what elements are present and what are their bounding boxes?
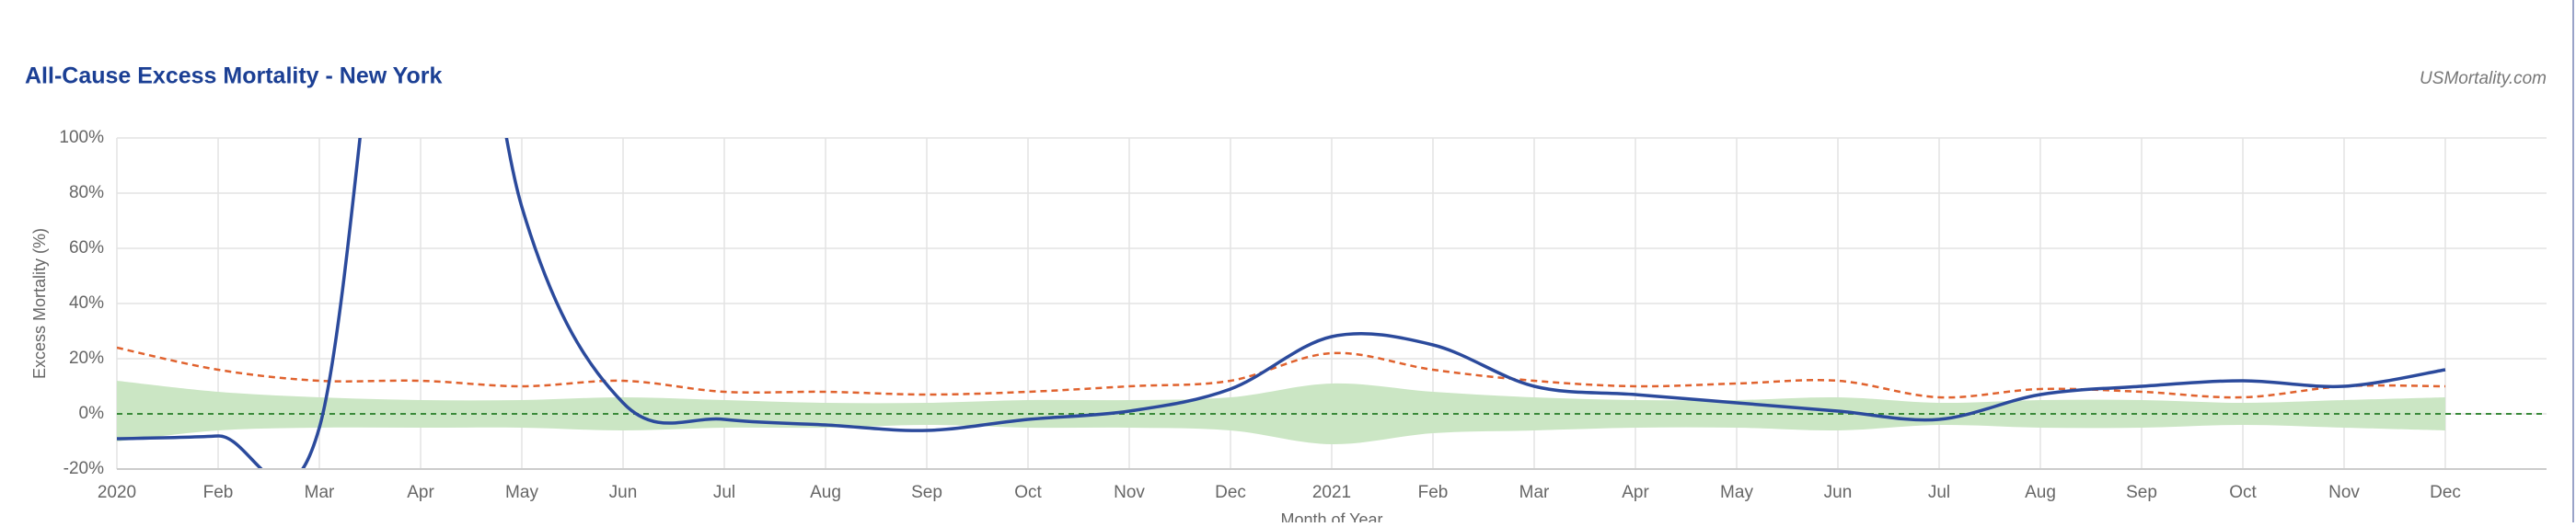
y-tick-label: 0% [79,404,105,423]
y-tick-label: 100% [59,128,104,147]
x-tick-label: Mar [305,483,335,502]
x-tick-label: Aug [810,483,841,502]
plot-area [117,138,2547,469]
x-tick-label: Oct [2229,483,2257,502]
x-tick-label: Jun [609,483,638,502]
x-axis-label: Month of Year [1280,510,1382,522]
x-tick-label: Oct [1014,483,1042,502]
y-tick-label: 80% [69,183,104,202]
x-tick-label: Jul [1928,483,1950,502]
x-tick-label: May [505,483,538,502]
x-tick-label: Apr [1622,483,1649,502]
series-line [117,138,2446,469]
x-tick-label: 2020 [98,483,136,502]
series-line [117,346,2446,399]
x-tick-label: Jul [713,483,735,502]
x-tick-label: Nov [2328,483,2360,502]
y-tick-label: -20% [64,459,104,478]
x-tick-label: Apr [407,483,434,502]
x-tick-label: May [1720,483,1753,502]
x-tick-label: Sep [911,483,942,502]
y-axis-label: Excess Mortality (%) [30,228,49,379]
x-tick-label: Aug [2025,483,2056,502]
x-tick-label: Sep [2126,483,2157,502]
x-tick-label: Nov [1114,483,1145,502]
source: USMortality.com [2420,69,2547,88]
x-tick-label: Jun [1824,483,1853,502]
x-tick-label: Feb [203,483,234,502]
y-tick-label: 40% [69,293,104,313]
x-tick-label: Mar [1519,483,1550,502]
range-band [117,381,2445,445]
y-tick-label: 20% [69,349,104,368]
x-tick-label: Dec [1215,483,1246,502]
x-tick-label: Dec [2430,483,2461,502]
x-tick-label: Feb [1418,483,1449,502]
x-tick-label: 2021 [1312,483,1351,502]
y-tick-label: 60% [69,238,104,258]
chart-title: All-Cause Excess Mortality - New York [25,63,443,89]
